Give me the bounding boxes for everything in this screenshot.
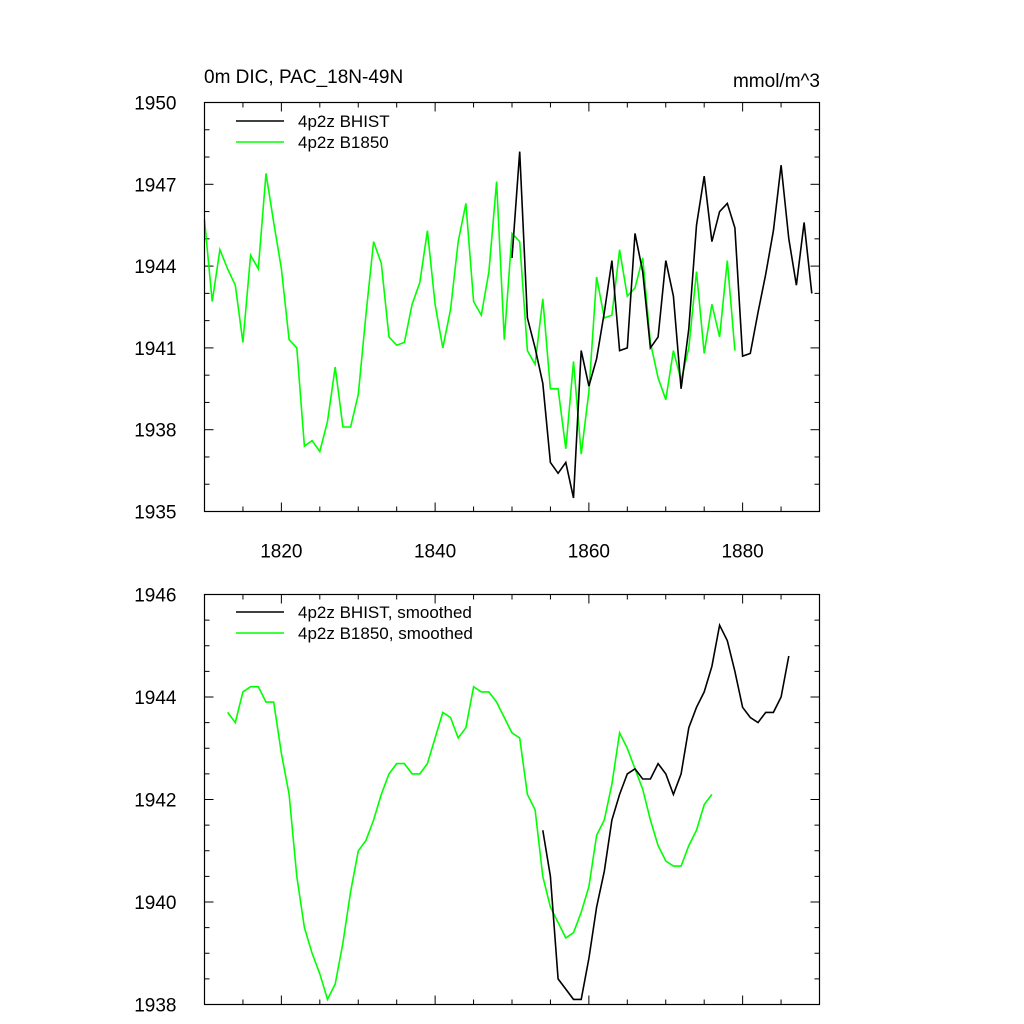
top-panel-units: mmol/m^3 (733, 71, 820, 92)
bottom-panel-series (226, 622, 790, 1002)
y-tick-label: 1944 (134, 688, 177, 709)
bottom-panel-ticks: 1938 1940 1942 1944 1946 (134, 586, 820, 1017)
top-panel-frame (203, 101, 821, 513)
x-tick-label: 1820 (260, 542, 302, 563)
y-tick-label: 1942 (134, 791, 176, 812)
y-tick-label: 1944 (134, 257, 177, 278)
y-tick-label: 1950 (134, 94, 176, 115)
y-tick-label: 1946 (134, 586, 176, 607)
legend-label-b1850-smoothed: 4p2z B1850, smoothed (298, 624, 473, 643)
top-panel-legend: 4p2z BHIST 4p2z B1850 (236, 112, 390, 152)
legend-label-bhist-smoothed: 4p2z BHIST, smoothed (298, 603, 472, 622)
x-tick-label: 1860 (568, 542, 610, 563)
y-tick-label: 1938 (134, 996, 176, 1017)
bottom-panel: 1938 1940 1942 1944 1946 4p2z BHIST, smoothe… (134, 586, 821, 1017)
top-panel: 0m DIC, PAC_18N-49N mmol/m^3 1820 1840 186… (134, 67, 821, 563)
series-line (511, 151, 813, 499)
top-panel-title: 0m DIC, PAC_18N-49N (204, 67, 403, 88)
x-tick-label: 1840 (414, 542, 456, 563)
bottom-panel-legend: 4p2z BHIST, smoothed 4p2z B1850, smoothe… (236, 603, 473, 643)
legend-label-bhist: 4p2z BHIST (298, 112, 390, 131)
x-tick-label: 1880 (721, 542, 763, 563)
top-panel-ticks: 1820 1840 1860 1880 1935 1938 1941 1944 1947 1950 (134, 94, 820, 563)
y-tick-label: 1947 (134, 175, 176, 196)
series-line (226, 685, 713, 1002)
y-tick-label: 1940 (134, 893, 176, 914)
series-line (542, 622, 790, 1001)
y-tick-label: 1941 (134, 339, 176, 360)
y-tick-label: 1938 (134, 421, 176, 442)
bottom-panel-frame (203, 593, 821, 1006)
top-panel-series (203, 151, 813, 499)
y-tick-label: 1935 (134, 503, 176, 524)
legend-label-b1850: 4p2z B1850 (298, 133, 389, 152)
series-line (203, 173, 736, 455)
